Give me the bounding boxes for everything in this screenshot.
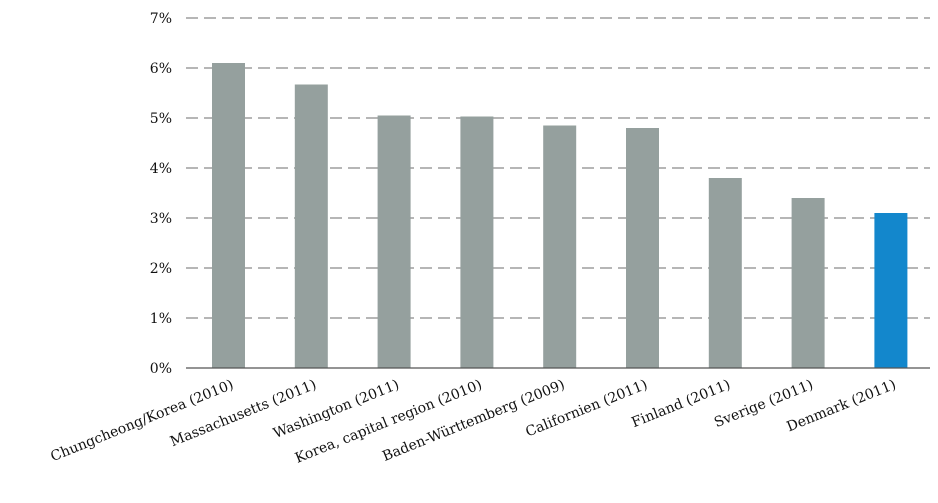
bar [626, 128, 659, 368]
bars [212, 63, 908, 368]
bar [460, 116, 494, 368]
bar [874, 213, 908, 368]
x-category-label: Massachusetts (2011) [168, 377, 319, 450]
y-tick-label: 1% [150, 311, 172, 327]
y-tick-label: 3% [150, 211, 172, 227]
y-tick-label: 4% [150, 161, 172, 177]
y-tick-label: 7% [150, 11, 172, 27]
bar [377, 115, 411, 368]
y-axis-ticks: 0% 1% 2% 3% 4% 5% 6% 7% [150, 11, 172, 377]
y-tick-label: 2% [150, 261, 172, 277]
y-tick-label: 0% [150, 361, 172, 377]
y-tick-label: 5% [150, 111, 172, 127]
x-axis-labels: Chungcheong/Korea (2010)Massachusetts (2… [48, 377, 898, 467]
bar [543, 125, 577, 368]
bar [791, 198, 825, 368]
bar [708, 178, 742, 368]
y-tick-label: 6% [150, 61, 172, 77]
bar [294, 84, 328, 368]
bar [212, 63, 245, 368]
